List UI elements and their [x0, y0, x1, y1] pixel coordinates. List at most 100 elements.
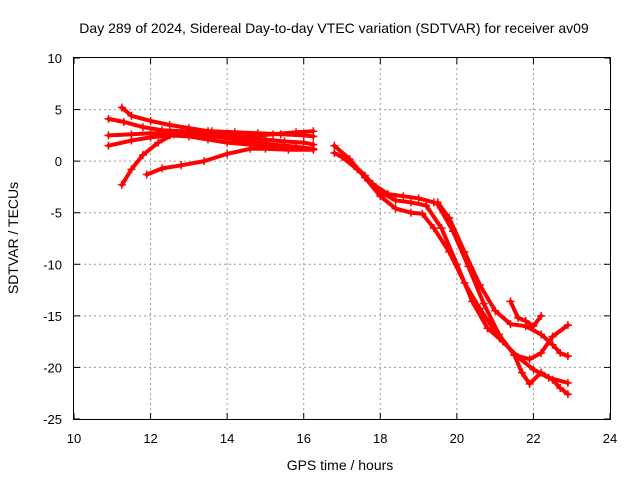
data-point: [563, 378, 572, 387]
data-point: [127, 165, 136, 174]
y-tick-label: 10: [48, 51, 62, 66]
x-tick-label: 24: [603, 431, 617, 446]
data-point: [338, 153, 346, 162]
y-tick-label: 5: [55, 103, 62, 118]
data-point: [525, 379, 534, 388]
data-point: [529, 365, 538, 374]
data-point: [491, 306, 500, 315]
data-point: [479, 299, 488, 308]
data-point: [537, 311, 546, 320]
x-tick-label: 16: [296, 431, 310, 446]
data-point: [483, 324, 492, 333]
y-tick-label: -25: [43, 412, 62, 427]
data-point: [548, 340, 557, 349]
x-axis: 10 12 14 16 18 20 22 24: [67, 58, 617, 446]
data-point: [494, 330, 503, 339]
data-point: [204, 135, 212, 144]
data-point: [223, 138, 232, 147]
data-point: [127, 136, 136, 145]
data-point: [406, 208, 415, 217]
data-point: [464, 262, 473, 271]
data-point: [104, 141, 113, 150]
data-point: [299, 138, 308, 147]
data-point: [127, 111, 136, 120]
data-point: [146, 133, 155, 142]
data-point: [383, 190, 392, 199]
series-line-track-g: [332, 143, 498, 334]
data-point: [165, 121, 174, 130]
data-point: [353, 165, 362, 174]
data-point: [309, 145, 318, 154]
data-point: [391, 196, 400, 205]
data-point: [169, 130, 178, 139]
data-point: [525, 355, 534, 364]
data-point: [230, 128, 239, 137]
data-point: [422, 201, 431, 210]
data-point: [119, 117, 128, 126]
data-point: [177, 161, 186, 170]
y-tick-label: -15: [43, 309, 62, 324]
data-point: [223, 149, 232, 158]
y-axis-label: SDTVAR / TECUs: [5, 182, 21, 294]
data-point: [138, 123, 147, 132]
data-point: [261, 144, 270, 153]
data-point: [433, 200, 442, 209]
data-point: [517, 368, 526, 377]
data-point: [506, 297, 515, 306]
data-point: [309, 132, 318, 141]
series-line-track-h: [332, 150, 570, 385]
data-point: [414, 194, 423, 203]
data-point: [468, 297, 477, 306]
x-tick-label: 14: [220, 431, 234, 446]
data-point: [104, 131, 113, 140]
x-tick-label: 10: [67, 431, 81, 446]
data-point: [399, 192, 408, 201]
data-point: [548, 332, 557, 341]
data-point: [146, 116, 155, 125]
data-point: [330, 148, 339, 157]
x-tick-label: 18: [373, 431, 387, 446]
data-point: [418, 209, 427, 218]
data-point: [117, 180, 126, 189]
data-point: [330, 141, 339, 150]
y-axis: 10 5 0 -5 -10 -15 -20 -25: [43, 51, 610, 427]
data-point: [563, 352, 572, 361]
data-point: [437, 224, 446, 233]
data-point: [529, 322, 538, 331]
data-point: [556, 384, 565, 393]
data-point: [521, 317, 530, 326]
data-point: [368, 179, 377, 188]
data-point: [200, 157, 209, 166]
y-tick-label: 0: [55, 154, 62, 169]
y-tick-label: -5: [50, 206, 62, 221]
data-point: [158, 164, 167, 173]
plot-frame: [73, 57, 611, 420]
x-tick-label: 22: [526, 431, 540, 446]
y-tick-label: -20: [43, 360, 62, 375]
data-point: [117, 103, 126, 112]
data-point: [276, 130, 285, 139]
data-point: [391, 204, 400, 213]
data-point: [207, 127, 216, 136]
data-point: [537, 348, 546, 357]
data-point: [449, 227, 458, 236]
data-point: [537, 368, 546, 377]
data-point: [429, 224, 438, 233]
data-point: [556, 348, 565, 357]
data-point: [406, 198, 415, 207]
data-point: [142, 170, 151, 179]
y-tick-label: -10: [43, 257, 62, 272]
data-point: [563, 390, 572, 399]
data-point: [253, 129, 262, 138]
data-series: [104, 103, 572, 399]
data-point: [184, 127, 193, 136]
chart-title: Day 289 of 2024, Sidereal Day-to-day VTE…: [79, 20, 589, 36]
data-point: [138, 150, 147, 159]
data-point: [548, 375, 557, 384]
data-point: [299, 131, 308, 140]
data-point: [154, 138, 163, 147]
data-point: [246, 144, 255, 153]
data-point: [506, 320, 515, 329]
x-tick-label: 12: [143, 431, 157, 446]
